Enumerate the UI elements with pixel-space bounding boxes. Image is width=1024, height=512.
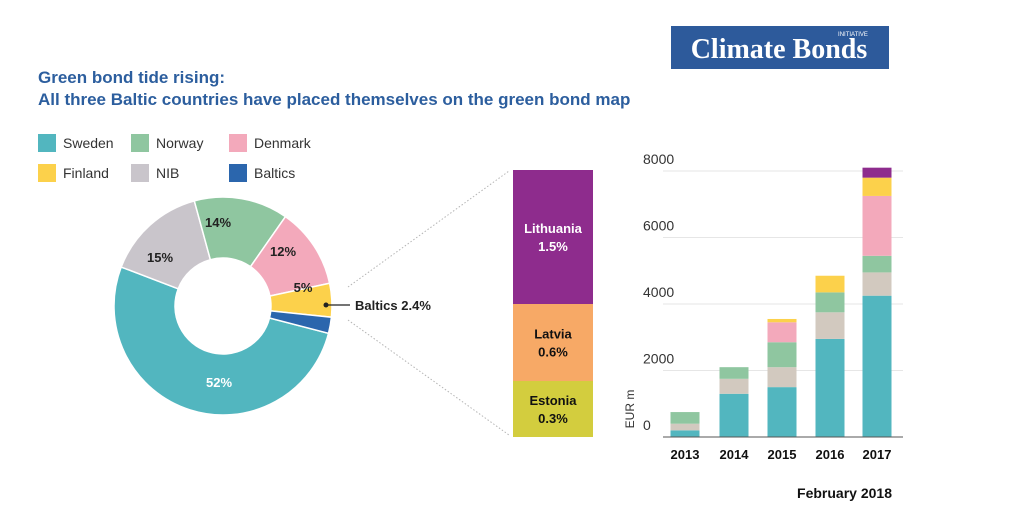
legend-swatch-sweden: [38, 134, 56, 152]
legend-label-norway: Norway: [156, 135, 203, 151]
xtick-label-2016: 2016: [816, 447, 845, 462]
baltics-breakdown-bar: Lithuania 1.5% Latvia 0.6% Estonia 0.3%: [513, 170, 593, 437]
donut-label-finland: 5%: [294, 280, 313, 295]
breakdown-connectors: [347, 170, 510, 436]
donut-label-sweden: 52%: [206, 375, 232, 390]
legend: Sweden Norway Denmark Finland NIB Baltics: [38, 134, 312, 182]
legend-swatch-norway: [131, 134, 149, 152]
legend-swatch-nib: [131, 164, 149, 182]
bar-2017-nib: [862, 272, 892, 296]
baltics-callout-dot: [323, 302, 329, 308]
bar-2016-nib: [815, 312, 845, 339]
date-label: February 2018: [797, 485, 892, 501]
legend-swatch-baltics: [229, 164, 247, 182]
chart-subtitle: All three Baltic countries have placed t…: [38, 90, 630, 109]
stacked-bar-chart: 0 2000 4000 6000 8000 EUR m 2013 2014 2015 2016 20…: [623, 151, 903, 462]
legend-label-sweden: Sweden: [63, 135, 114, 151]
ytick-label-8000: 8000: [643, 151, 674, 167]
ytick-label-2000: 2000: [643, 351, 674, 367]
bar-2015-finland: [767, 318, 797, 323]
bar-2013-sweden: [670, 430, 700, 437]
breakdown-value-estonia: 0.3%: [538, 411, 568, 426]
breakdown-value-latvia: 0.6%: [538, 345, 568, 360]
legend-label-nib: NIB: [156, 165, 179, 181]
bar-2015-sweden: [767, 387, 797, 437]
legend-swatch-denmark: [229, 134, 247, 152]
chart-title: Green bond tide rising:: [38, 68, 225, 87]
bar-2014-sweden: [719, 393, 749, 437]
breakdown-segment-lithuania: [513, 170, 593, 304]
logo-small-text: INITIATIVE: [838, 32, 868, 38]
bar-2017-norway: [862, 255, 892, 273]
donut-label-denmark: 12%: [270, 244, 296, 259]
donut-chart: 52% 5% 12% 14% 15% Baltics 2.4%: [113, 196, 431, 416]
breakdown-name-latvia: Latvia: [534, 327, 572, 342]
breakdown-value-lithuania: 1.5%: [538, 239, 568, 254]
connector-top: [347, 170, 510, 288]
bar-2015-norway: [767, 342, 797, 368]
logo-text: Climate Bonds: [691, 34, 868, 65]
legend-label-denmark: Denmark: [254, 135, 312, 151]
donut-label-nib: 15%: [147, 250, 173, 265]
legend-label-baltics: Baltics: [254, 165, 295, 181]
ytick-label-4000: 4000: [643, 284, 674, 300]
ytick-label-6000: 6000: [643, 218, 674, 234]
connector-bottom: [347, 319, 510, 436]
bar-2013-nib: [670, 423, 700, 431]
xtick-label-2017: 2017: [863, 447, 892, 462]
breakdown-name-estonia: Estonia: [530, 393, 578, 408]
breakdown-name-lithuania: Lithuania: [524, 221, 583, 236]
bar-2015-nib: [767, 367, 797, 388]
y-axis-label: EUR m: [623, 390, 637, 429]
breakdown-segment-estonia: [513, 381, 593, 437]
xtick-label-2013: 2013: [671, 447, 700, 462]
bar-2016-norway: [815, 292, 845, 313]
bar-2013-norway: [670, 412, 700, 424]
logo-background: [671, 26, 889, 69]
bar-2014-norway: [719, 367, 749, 379]
legend-swatch-finland: [38, 164, 56, 182]
bar-2017-sweden: [862, 295, 892, 437]
bar-2016-finland: [815, 275, 845, 293]
bar-2017-baltics: [862, 167, 892, 178]
xtick-label-2015: 2015: [768, 447, 797, 462]
donut-slice-baltics: [268, 310, 333, 335]
donut-label-baltics: Baltics 2.4%: [355, 298, 431, 313]
donut-slice-sweden: [113, 266, 330, 416]
bar-2017-denmark: [862, 195, 892, 256]
bar-2016-sweden: [815, 338, 845, 437]
xtick-label-2014: 2014: [720, 447, 750, 462]
legend-label-finland: Finland: [63, 165, 109, 181]
bar-2014-nib: [719, 378, 749, 394]
climate-bonds-logo: Climate Bonds INITIATIVE: [671, 26, 889, 69]
ytick-label-0: 0: [643, 417, 651, 433]
donut-label-norway: 14%: [205, 215, 231, 230]
bar-2017-finland: [862, 177, 892, 196]
bar-2015-denmark: [767, 322, 797, 343]
breakdown-segment-latvia: [513, 304, 593, 381]
